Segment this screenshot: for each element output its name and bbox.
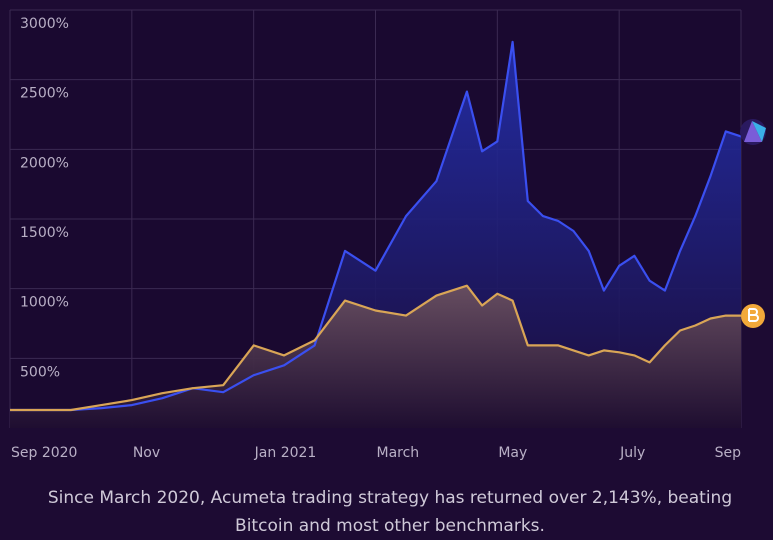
y-tick-label: 3000% xyxy=(20,16,69,32)
y-tick-label: 1500% xyxy=(20,225,69,241)
x-tick-label: Sep 2020 xyxy=(11,445,77,461)
bitcoin-icon xyxy=(741,304,765,328)
line xyxy=(10,40,742,412)
x-tick-label: Sep xyxy=(715,445,742,461)
y-tick-label: 2000% xyxy=(20,155,69,171)
x-tick-label: Nov xyxy=(133,445,160,461)
chart: 500% 1000% 1500% 2000% 2500% 3000% Sep 2020 Nov… xyxy=(9,9,766,461)
x-tick-label: July xyxy=(619,445,645,461)
x-tick-label: Jan 2021 xyxy=(254,445,317,461)
caption: Since March 2020, Acumeta trading strate… xyxy=(47,488,733,536)
x-tick-label: May xyxy=(498,445,527,461)
y-tick-label: 500% xyxy=(20,364,60,380)
y-tick-label: 1000% xyxy=(20,295,69,311)
x-tick-label: March xyxy=(377,445,420,461)
area xyxy=(10,41,741,429)
acumeta-icon xyxy=(740,119,766,145)
y-tick-label: 2500% xyxy=(20,86,69,102)
line xyxy=(10,284,741,412)
area xyxy=(10,285,741,428)
